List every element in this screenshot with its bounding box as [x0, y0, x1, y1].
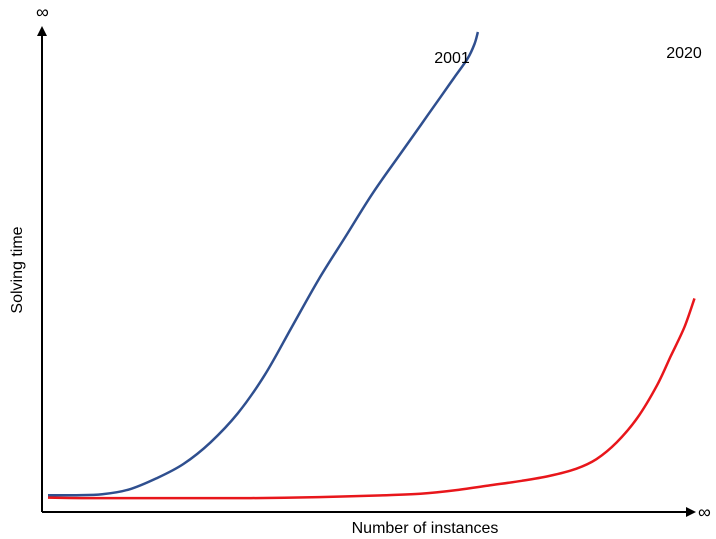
y-axis-infinity-label: ∞ — [36, 2, 49, 22]
y-axis-label: Solving time — [9, 226, 26, 313]
series-line-2020 — [47, 297, 696, 500]
series-label-2020: 2020 — [666, 45, 702, 62]
x-axis-infinity-label: ∞ — [698, 502, 711, 522]
x-axis-label: Number of instances — [352, 520, 499, 537]
series-label-2001: 2001 — [434, 50, 470, 67]
series-line-2001 — [47, 31, 480, 497]
